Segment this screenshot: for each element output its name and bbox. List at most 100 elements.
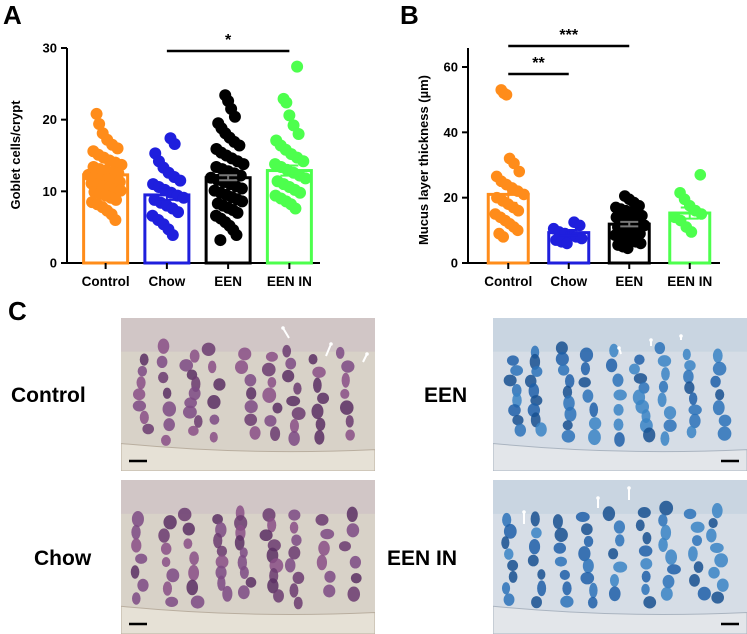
- goblet-cell: [580, 361, 591, 376]
- data-point: [291, 60, 304, 73]
- micrograph-chow: [121, 480, 375, 634]
- goblet-cell: [612, 373, 624, 387]
- goblet-cell: [683, 369, 694, 384]
- significance-label: *: [225, 32, 232, 49]
- goblet-cell: [528, 383, 540, 399]
- goblet-cell: [245, 577, 257, 588]
- x-category-label: EEN IN: [667, 274, 712, 289]
- mucus-arrowhead: [617, 346, 621, 350]
- goblet-cell: [711, 502, 723, 519]
- goblet-cell: [139, 410, 149, 425]
- goblet-cell: [708, 517, 718, 529]
- mucus-arrowhead: [627, 486, 631, 490]
- goblet-cell: [311, 403, 324, 420]
- data-point: [177, 191, 190, 204]
- goblet-cell: [345, 429, 355, 441]
- goblet-cell: [658, 537, 668, 552]
- data-point: [114, 184, 127, 197]
- lumen-region: [121, 480, 375, 514]
- goblet-cell: [316, 554, 328, 571]
- data-point: [283, 109, 296, 122]
- goblet-cell: [508, 404, 521, 417]
- goblet-cell: [688, 404, 702, 416]
- data-point: [233, 139, 246, 152]
- goblet-cell: [717, 426, 732, 441]
- x-category-label: EEN: [214, 274, 242, 289]
- goblet-cell: [688, 546, 698, 562]
- goblet-cell: [345, 415, 354, 428]
- data-point: [111, 142, 124, 155]
- goblet-cell: [613, 520, 626, 534]
- mucus-arrowhead: [649, 338, 653, 342]
- goblet-cell: [324, 570, 336, 583]
- goblet-cell: [712, 361, 727, 376]
- goblet-cell: [190, 595, 205, 609]
- goblet-cell: [261, 362, 276, 377]
- goblet-cell: [706, 528, 717, 543]
- y-tick-label: 20: [444, 190, 458, 205]
- y-tick-label: 30: [43, 41, 57, 56]
- goblet-cell: [609, 343, 619, 358]
- goblet-cell: [663, 419, 677, 432]
- goblet-cell: [291, 407, 306, 420]
- goblet-cell: [580, 571, 595, 585]
- data-point: [280, 96, 293, 109]
- goblet-cell: [657, 392, 667, 407]
- goblet-cell: [629, 363, 640, 375]
- goblet-cell: [239, 565, 249, 579]
- goblet-cell: [183, 538, 193, 550]
- goblet-cell: [346, 523, 360, 538]
- goblet-cell: [289, 521, 299, 534]
- data-point: [109, 193, 122, 206]
- goblet-cell: [308, 353, 318, 365]
- goblet-cell: [711, 591, 724, 604]
- data-point: [236, 195, 249, 208]
- mucus-arrowhead: [365, 352, 369, 356]
- goblet-cell: [643, 427, 656, 443]
- goblet-cell: [285, 357, 297, 370]
- goblet-cell: [234, 535, 245, 551]
- goblet-cell: [507, 559, 519, 572]
- goblet-cell: [135, 553, 148, 564]
- goblet-cell: [137, 365, 148, 377]
- goblet-cell: [689, 573, 700, 587]
- goblet-cell: [267, 578, 279, 594]
- muscle-layer: [121, 442, 375, 471]
- goblet-cell: [691, 535, 703, 546]
- goblet-cell: [688, 392, 698, 406]
- goblet-cell: [291, 534, 302, 546]
- data-point: [634, 237, 647, 250]
- goblet-cell: [184, 397, 197, 409]
- goblet-cell: [186, 579, 199, 596]
- goblet-cell: [659, 500, 674, 516]
- data-point: [231, 206, 244, 219]
- data-point: [685, 226, 698, 238]
- goblet-cell: [555, 341, 568, 355]
- goblet-cell: [284, 558, 296, 573]
- x-category-label: Chow: [550, 274, 587, 289]
- goblet-cell: [660, 431, 670, 446]
- data-point: [694, 169, 707, 181]
- goblet-cell: [654, 341, 666, 355]
- goblet-cell: [292, 571, 305, 585]
- goblet-cell: [207, 360, 217, 374]
- goblet-cell: [657, 355, 672, 367]
- goblet-cell: [660, 524, 672, 541]
- goblet-cell: [553, 542, 567, 554]
- lumen-region: [493, 480, 747, 514]
- goblet-cell: [163, 515, 177, 530]
- goblet-cell: [212, 513, 223, 525]
- goblet-cell: [689, 413, 701, 429]
- goblet-cell: [323, 584, 336, 598]
- micrograph-label-een: EEN: [424, 384, 467, 407]
- data-point: [497, 231, 510, 243]
- data-point: [299, 172, 312, 185]
- x-category-label: EEN: [615, 274, 643, 289]
- goblet-cell: [531, 366, 543, 377]
- goblet-cell: [265, 351, 278, 362]
- data-point: [93, 117, 106, 130]
- data-point: [500, 88, 513, 101]
- goblet-cell: [504, 548, 514, 560]
- goblet-cell: [714, 553, 729, 568]
- data-point: [695, 208, 708, 220]
